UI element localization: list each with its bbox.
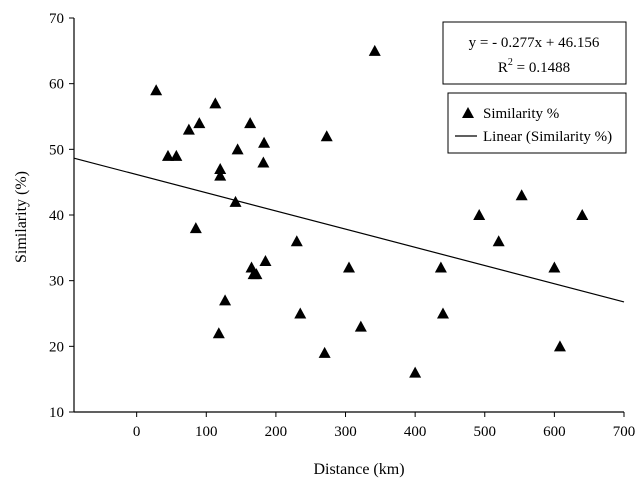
data-point-triangle — [209, 97, 222, 109]
data-point-triangle — [219, 294, 232, 306]
x-tick-label: 400 — [404, 424, 427, 440]
x-tick-label: 300 — [334, 424, 357, 440]
x-tick-label: 100 — [195, 424, 218, 440]
y-tick-label: 30 — [49, 274, 64, 290]
data-point-triangle — [214, 163, 227, 175]
data-point-triangle — [492, 235, 505, 247]
data-point-triangle — [193, 117, 206, 129]
x-tick-label: 200 — [265, 424, 288, 440]
data-point-triangle — [368, 44, 381, 56]
y-tick-label: 20 — [49, 339, 64, 355]
data-point-triangle — [343, 261, 355, 273]
r-squared-symbol: R — [498, 60, 508, 76]
x-axis-title: Distance (km) — [313, 461, 404, 478]
data-point-triangle — [576, 209, 589, 220]
data-point-triangle — [473, 209, 486, 220]
r-squared-value: = 0.1488 — [513, 60, 570, 76]
equation-box: y = - 0.277x + 46.156 R2 = 0.1488 — [442, 21, 627, 85]
x-tick-label: 600 — [543, 424, 566, 440]
data-point-triangle — [161, 149, 174, 161]
y-axis-title: Similarity (%) — [13, 171, 30, 263]
data-point-triangle — [250, 268, 263, 280]
data-point-triangle — [548, 261, 561, 273]
legend: Similarity % Linear (Similarity %) — [447, 92, 627, 154]
x-tick-label: 700 — [613, 424, 636, 440]
data-point-triangle — [320, 130, 333, 142]
y-tick-label: 40 — [49, 208, 64, 224]
data-point-triangle — [436, 307, 449, 319]
y-tick-label: 10 — [49, 405, 64, 421]
data-point-triangle — [259, 254, 272, 266]
trendline — [73, 157, 625, 303]
trendline-layer — [73, 157, 625, 303]
data-point-triangle — [354, 320, 367, 332]
y-tick-label: 50 — [49, 142, 64, 158]
data-point-triangle — [212, 327, 225, 339]
data-points — [150, 44, 589, 378]
y-tick-label: 60 — [49, 77, 64, 93]
data-point-triangle — [515, 189, 528, 201]
data-point-triangle — [229, 195, 242, 207]
data-point-triangle — [189, 222, 202, 234]
tick-marks — [69, 17, 625, 417]
data-point-triangle — [214, 169, 227, 181]
data-point-triangle — [409, 366, 422, 378]
data-point-triangle — [553, 340, 566, 352]
data-point-triangle — [257, 156, 270, 168]
equation-box-frame — [442, 21, 627, 85]
data-point-triangle — [244, 117, 257, 129]
data-point-triangle — [150, 84, 163, 96]
data-point-triangle — [318, 346, 331, 358]
legend-label-trendline: Linear (Similarity %) — [483, 129, 612, 145]
legend-label-points: Similarity % — [483, 106, 559, 122]
data-point-triangle — [170, 149, 183, 161]
r-squared-text: R2 = 0.1488 — [498, 57, 570, 76]
x-tick-label: 0 — [133, 424, 141, 440]
r-squared-exponent: 2 — [508, 57, 513, 68]
x-tick-label: 500 — [474, 424, 497, 440]
data-point-triangle — [434, 261, 447, 273]
equation-text: y = - 0.277x + 46.156 — [469, 35, 600, 51]
legend-frame — [447, 92, 627, 154]
data-point-triangle — [182, 123, 195, 135]
data-point-triangle — [294, 307, 307, 319]
data-point-triangle — [290, 235, 303, 247]
data-point-triangle — [258, 136, 271, 148]
data-point-triangle — [231, 143, 244, 155]
legend-triangle-marker — [462, 107, 474, 118]
y-tick-label: 70 — [49, 11, 64, 27]
